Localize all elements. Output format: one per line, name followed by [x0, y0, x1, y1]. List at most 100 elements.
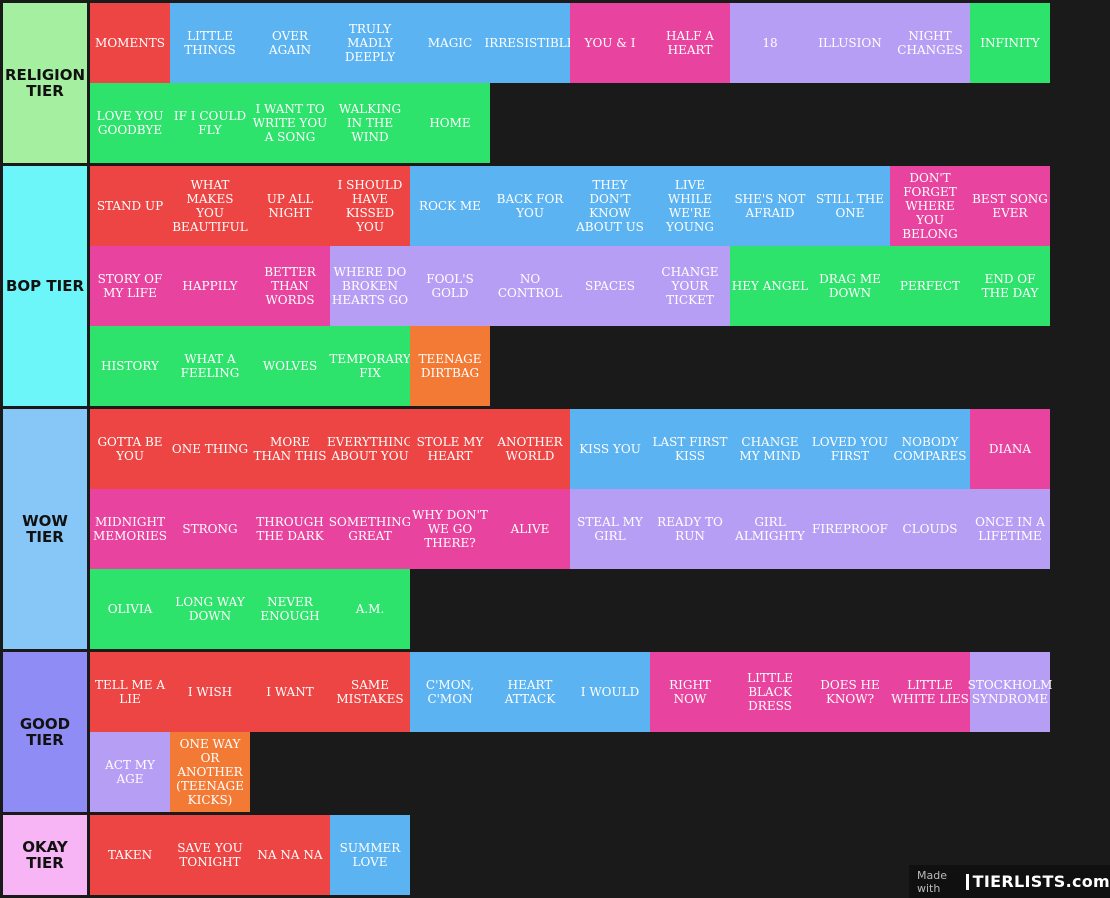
- tier-item[interactable]: SPACES: [570, 246, 650, 326]
- tier-item[interactable]: I SHOULD HAVE KISSED YOU: [330, 166, 410, 246]
- tier-item[interactable]: I WOULD: [570, 652, 650, 732]
- tier-item[interactable]: HAPPILY: [170, 246, 250, 326]
- tier-item[interactable]: PERFECT: [890, 246, 970, 326]
- tier-item[interactable]: CHANGE YOUR TICKET: [650, 246, 730, 326]
- tier-item[interactable]: IF I COULD FLY: [170, 83, 250, 163]
- tier-item[interactable]: MAGIC: [410, 3, 490, 83]
- tier-item[interactable]: HISTORY: [90, 326, 170, 406]
- tier-item[interactable]: NO CONTROL: [490, 246, 570, 326]
- tier-item[interactable]: ROCK ME: [410, 166, 490, 246]
- tier-item[interactable]: I WANT: [250, 652, 330, 732]
- watermark[interactable]: Made with TIERLISTS.com: [909, 865, 1110, 898]
- tier-item[interactable]: MOMENTS: [90, 3, 170, 83]
- tier-label[interactable]: GOOD TIER: [3, 652, 87, 812]
- tier-item[interactable]: MORE THAN THIS: [250, 409, 330, 489]
- tierlists-logo-icon: [966, 873, 969, 890]
- tier-item[interactable]: STORY OF MY LIFE: [90, 246, 170, 326]
- tier-item[interactable]: NIGHT CHANGES: [890, 3, 970, 83]
- tier-item[interactable]: THEY DON'T KNOW ABOUT US: [570, 166, 650, 246]
- tier-item[interactable]: NOBODY COMPARES: [890, 409, 970, 489]
- tier-item[interactable]: READY TO RUN: [650, 489, 730, 569]
- tier-item[interactable]: C'MON, C'MON: [410, 652, 490, 732]
- tier-item[interactable]: ONCE IN A LIFETIME: [970, 489, 1050, 569]
- tier-item[interactable]: WHY DON'T WE GO THERE?: [410, 489, 490, 569]
- tier-item[interactable]: HOME: [410, 83, 490, 163]
- tier-item[interactable]: DIANA: [970, 409, 1050, 489]
- tier-item[interactable]: OLIVIA: [90, 569, 170, 649]
- tier-item[interactable]: DOES HE KNOW?: [810, 652, 890, 732]
- tier-item[interactable]: YOU & I: [570, 3, 650, 83]
- tier-item[interactable]: GIRL ALMIGHTY: [730, 489, 810, 569]
- tier-item[interactable]: WHAT A FEELING: [170, 326, 250, 406]
- tier-item[interactable]: BACK FOR YOU: [490, 166, 570, 246]
- tier-item[interactable]: LITTLE BLACK DRESS: [730, 652, 810, 732]
- tier-item[interactable]: MIDNIGHT MEMORIES: [90, 489, 170, 569]
- tier-item[interactable]: SAME MISTAKES: [330, 652, 410, 732]
- tier-item[interactable]: WOLVES: [250, 326, 330, 406]
- tier-item[interactable]: SAVE YOU TONIGHT: [170, 815, 250, 895]
- tier-item[interactable]: I WANT TO WRITE YOU A SONG: [250, 83, 330, 163]
- tier-item[interactable]: OVER AGAIN: [250, 3, 330, 83]
- tier-item[interactable]: INFINITY: [970, 3, 1050, 83]
- tier-item[interactable]: WHERE DO BROKEN HEARTS GO: [330, 246, 410, 326]
- tier-item[interactable]: BETTER THAN WORDS: [250, 246, 330, 326]
- tier-item[interactable]: UP ALL NIGHT: [250, 166, 330, 246]
- tier-item[interactable]: KISS YOU: [570, 409, 650, 489]
- tier-item[interactable]: DON'T FORGET WHERE YOU BELONG: [890, 166, 970, 246]
- tier-item[interactable]: 18: [730, 3, 810, 83]
- tier-item[interactable]: TELL ME A LIE: [90, 652, 170, 732]
- tier-item[interactable]: SHE'S NOT AFRAID: [730, 166, 810, 246]
- tier-item[interactable]: BEST SONG EVER: [970, 166, 1050, 246]
- tier-item[interactable]: ILLUSION: [810, 3, 890, 83]
- tier-item[interactable]: STRONG: [170, 489, 250, 569]
- tier-item[interactable]: LITTLE THINGS: [170, 3, 250, 83]
- tier-item[interactable]: SOMETHING GREAT: [329, 489, 411, 569]
- tier-item[interactable]: EVERYTHING ABOUT YOU: [327, 409, 413, 489]
- tier-item[interactable]: NA NA NA: [250, 815, 330, 895]
- tier-item[interactable]: WHAT MAKES YOU BEAUTIFUL: [170, 166, 250, 246]
- tier-item[interactable]: GOTTA BE YOU: [90, 409, 170, 489]
- tier-item[interactable]: END OF THE DAY: [970, 246, 1050, 326]
- tier-item[interactable]: FIREPROOF: [810, 489, 890, 569]
- tier-item[interactable]: LIVE WHILE WE'RE YOUNG: [650, 166, 730, 246]
- tier-label[interactable]: BOP TIER: [3, 166, 87, 406]
- tier-item[interactable]: CHANGE MY MIND: [730, 409, 810, 489]
- tier-item[interactable]: STOCKHOLM SYNDROME: [968, 652, 1052, 732]
- tier-item[interactable]: TRULY MADLY DEEPLY: [330, 3, 410, 83]
- tier-item[interactable]: SUMMER LOVE: [330, 815, 410, 895]
- tier-item[interactable]: ALIVE: [490, 489, 570, 569]
- tier-item[interactable]: HEART ATTACK: [490, 652, 570, 732]
- tier-item[interactable]: TEENAGE DIRTBAG: [410, 326, 490, 406]
- tier-item[interactable]: THROUGH THE DARK: [250, 489, 330, 569]
- tier-item[interactable]: LITTLE WHITE LIES: [890, 652, 970, 732]
- tier-item[interactable]: FOOL'S GOLD: [410, 246, 490, 326]
- tier-item[interactable]: LAST FIRST KISS: [650, 409, 730, 489]
- tier-item[interactable]: RIGHT NOW: [650, 652, 730, 732]
- tier-item[interactable]: DRAG ME DOWN: [810, 246, 890, 326]
- tier-item[interactable]: I WISH: [170, 652, 250, 732]
- tier-item[interactable]: LOVED YOU FIRST: [810, 409, 890, 489]
- tier-item[interactable]: STILL THE ONE: [810, 166, 890, 246]
- tier-item[interactable]: ANOTHER WORLD: [490, 409, 570, 489]
- tier-item[interactable]: STOLE MY HEART: [410, 409, 490, 489]
- tier-item[interactable]: NEVER ENOUGH: [250, 569, 330, 649]
- tier-item[interactable]: HALF A HEART: [650, 3, 730, 83]
- tier-item[interactable]: A.M.: [330, 569, 410, 649]
- tier-item[interactable]: TAKEN: [90, 815, 170, 895]
- tier-label[interactable]: OKAY TIER: [3, 815, 87, 895]
- tier-item[interactable]: STAND UP: [90, 166, 170, 246]
- tier-item[interactable]: LONG WAY DOWN: [170, 569, 250, 649]
- tier-label[interactable]: RELIGION TIER: [3, 3, 87, 163]
- tier-item[interactable]: LOVE YOU GOODBYE: [90, 83, 170, 163]
- tier-item[interactable]: ACT MY AGE: [90, 732, 170, 812]
- tier-item[interactable]: STEAL MY GIRL: [570, 489, 650, 569]
- tier-item[interactable]: WALKING IN THE WIND: [330, 83, 410, 163]
- watermark-brand: TIERLISTS.com: [972, 872, 1110, 891]
- tier-item[interactable]: TEMPORARY FIX: [329, 326, 411, 406]
- tier-item[interactable]: IRRESISTIBLE: [484, 3, 576, 83]
- tier-item[interactable]: ONE WAY OR ANOTHER (TEENAGE KICKS): [170, 732, 250, 812]
- tier-item[interactable]: CLOUDS: [890, 489, 970, 569]
- tier-item[interactable]: HEY ANGEL: [730, 246, 810, 326]
- tier-label[interactable]: WOW TIER: [3, 409, 87, 649]
- tier-item[interactable]: ONE THING: [170, 409, 250, 489]
